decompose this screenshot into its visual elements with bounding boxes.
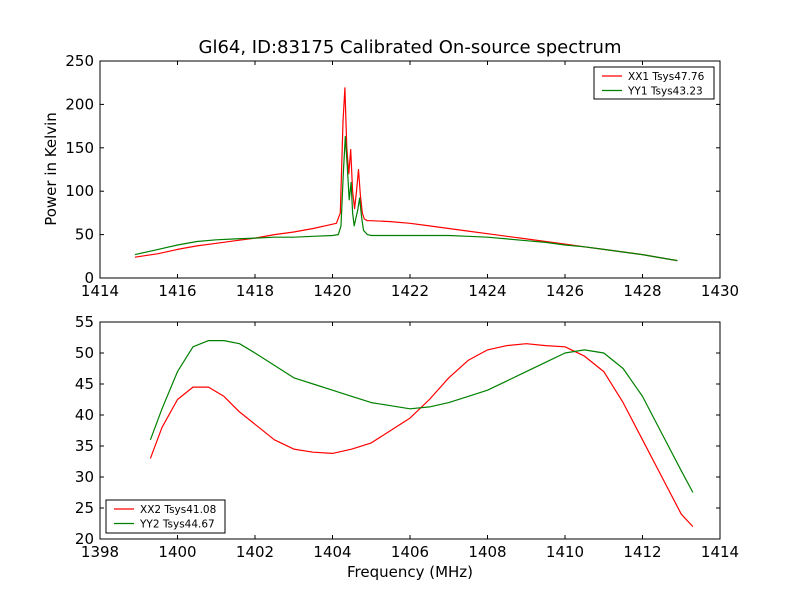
bottom-series-line-1 <box>149 343 694 528</box>
bottom-legend-label-1: XX2 Tsys41.08 <box>140 504 216 516</box>
top-legend-box <box>593 66 715 100</box>
top-y-tick-label: 150 <box>65 139 94 157</box>
bottom-y-tick-label: 40 <box>75 406 94 424</box>
top-x-tick-label: 1416 <box>158 282 196 300</box>
top-x-tick-label: 1430 <box>701 282 739 300</box>
bottom-y-tick-label: 35 <box>75 437 94 455</box>
top-legend-label-1: XX1 Tsys47.76 <box>628 71 705 83</box>
top-x-tick-label: 1424 <box>468 282 506 300</box>
bottom-legend: XX2 Tsys41.08 YY2 Tsys44.67 <box>105 499 226 534</box>
bottom-y-tick-label: 20 <box>75 530 94 548</box>
bottom-x-tick-label: 1408 <box>468 543 506 561</box>
top-x-tick-label: 1420 <box>313 282 351 300</box>
bottom-x-tick-label: 1402 <box>236 543 274 561</box>
bottom-x-axis-label: Frequency (MHz) <box>347 563 473 581</box>
top-y-axis-label: Power in Kelvin <box>42 112 60 226</box>
bottom-y-tick-label: 55 <box>75 313 94 331</box>
top-y-tick-label: 200 <box>65 95 94 113</box>
bottom-y-tick-label: 50 <box>75 344 94 362</box>
chart-title: Gl64, ID:83175 Calibrated On-source spec… <box>199 37 622 58</box>
bottom-series-line-2 <box>149 340 694 493</box>
bottom-y-tick-label: 30 <box>75 468 94 486</box>
top-y-tick-label: 100 <box>65 182 94 200</box>
top-series-line-1 <box>134 87 678 262</box>
bottom-x-tick-label: 1414 <box>701 543 739 561</box>
bottom-y-tick-label: 25 <box>75 499 94 517</box>
bottom-x-tick-label: 1398 <box>81 543 119 561</box>
bottom-y-tick-label: 45 <box>75 375 94 393</box>
top-series-line-2 <box>134 135 678 262</box>
bottom-panel: 1398 1400 1402 1404 1406 1408 1410 1412 1414 20 25… <box>75 313 739 561</box>
bottom-x-tick-label: 1406 <box>391 543 429 561</box>
top-y-tick-label: 250 <box>65 52 94 70</box>
top-y-tick-label: 0 <box>84 269 94 287</box>
bottom-x-tick-label: 1404 <box>313 543 351 561</box>
bottom-legend-box <box>105 499 226 534</box>
bottom-x-tick-label: 1400 <box>158 543 196 561</box>
top-legend: XX1 Tsys47.76 YY1 Tsys43.23 <box>593 66 715 100</box>
top-x-tick-label: 1426 <box>546 282 584 300</box>
top-y-tick-label: 50 <box>75 226 94 244</box>
top-x-tick-label: 1422 <box>391 282 429 300</box>
bottom-x-tick-label: 1412 <box>623 543 661 561</box>
bottom-x-tick-label: 1410 <box>546 543 584 561</box>
bottom-legend-label-2: YY2 Tsys44.67 <box>139 519 215 531</box>
top-x-tick-label: 1428 <box>623 282 661 300</box>
top-panel: 1414 1416 1418 1420 1422 1424 1426 1428 1430 0 50 1… <box>65 52 739 300</box>
top-x-tick-label: 1418 <box>236 282 274 300</box>
top-x-tick-label: 1414 <box>81 282 119 300</box>
top-legend-label-2: YY1 Tsys43.23 <box>627 86 703 98</box>
